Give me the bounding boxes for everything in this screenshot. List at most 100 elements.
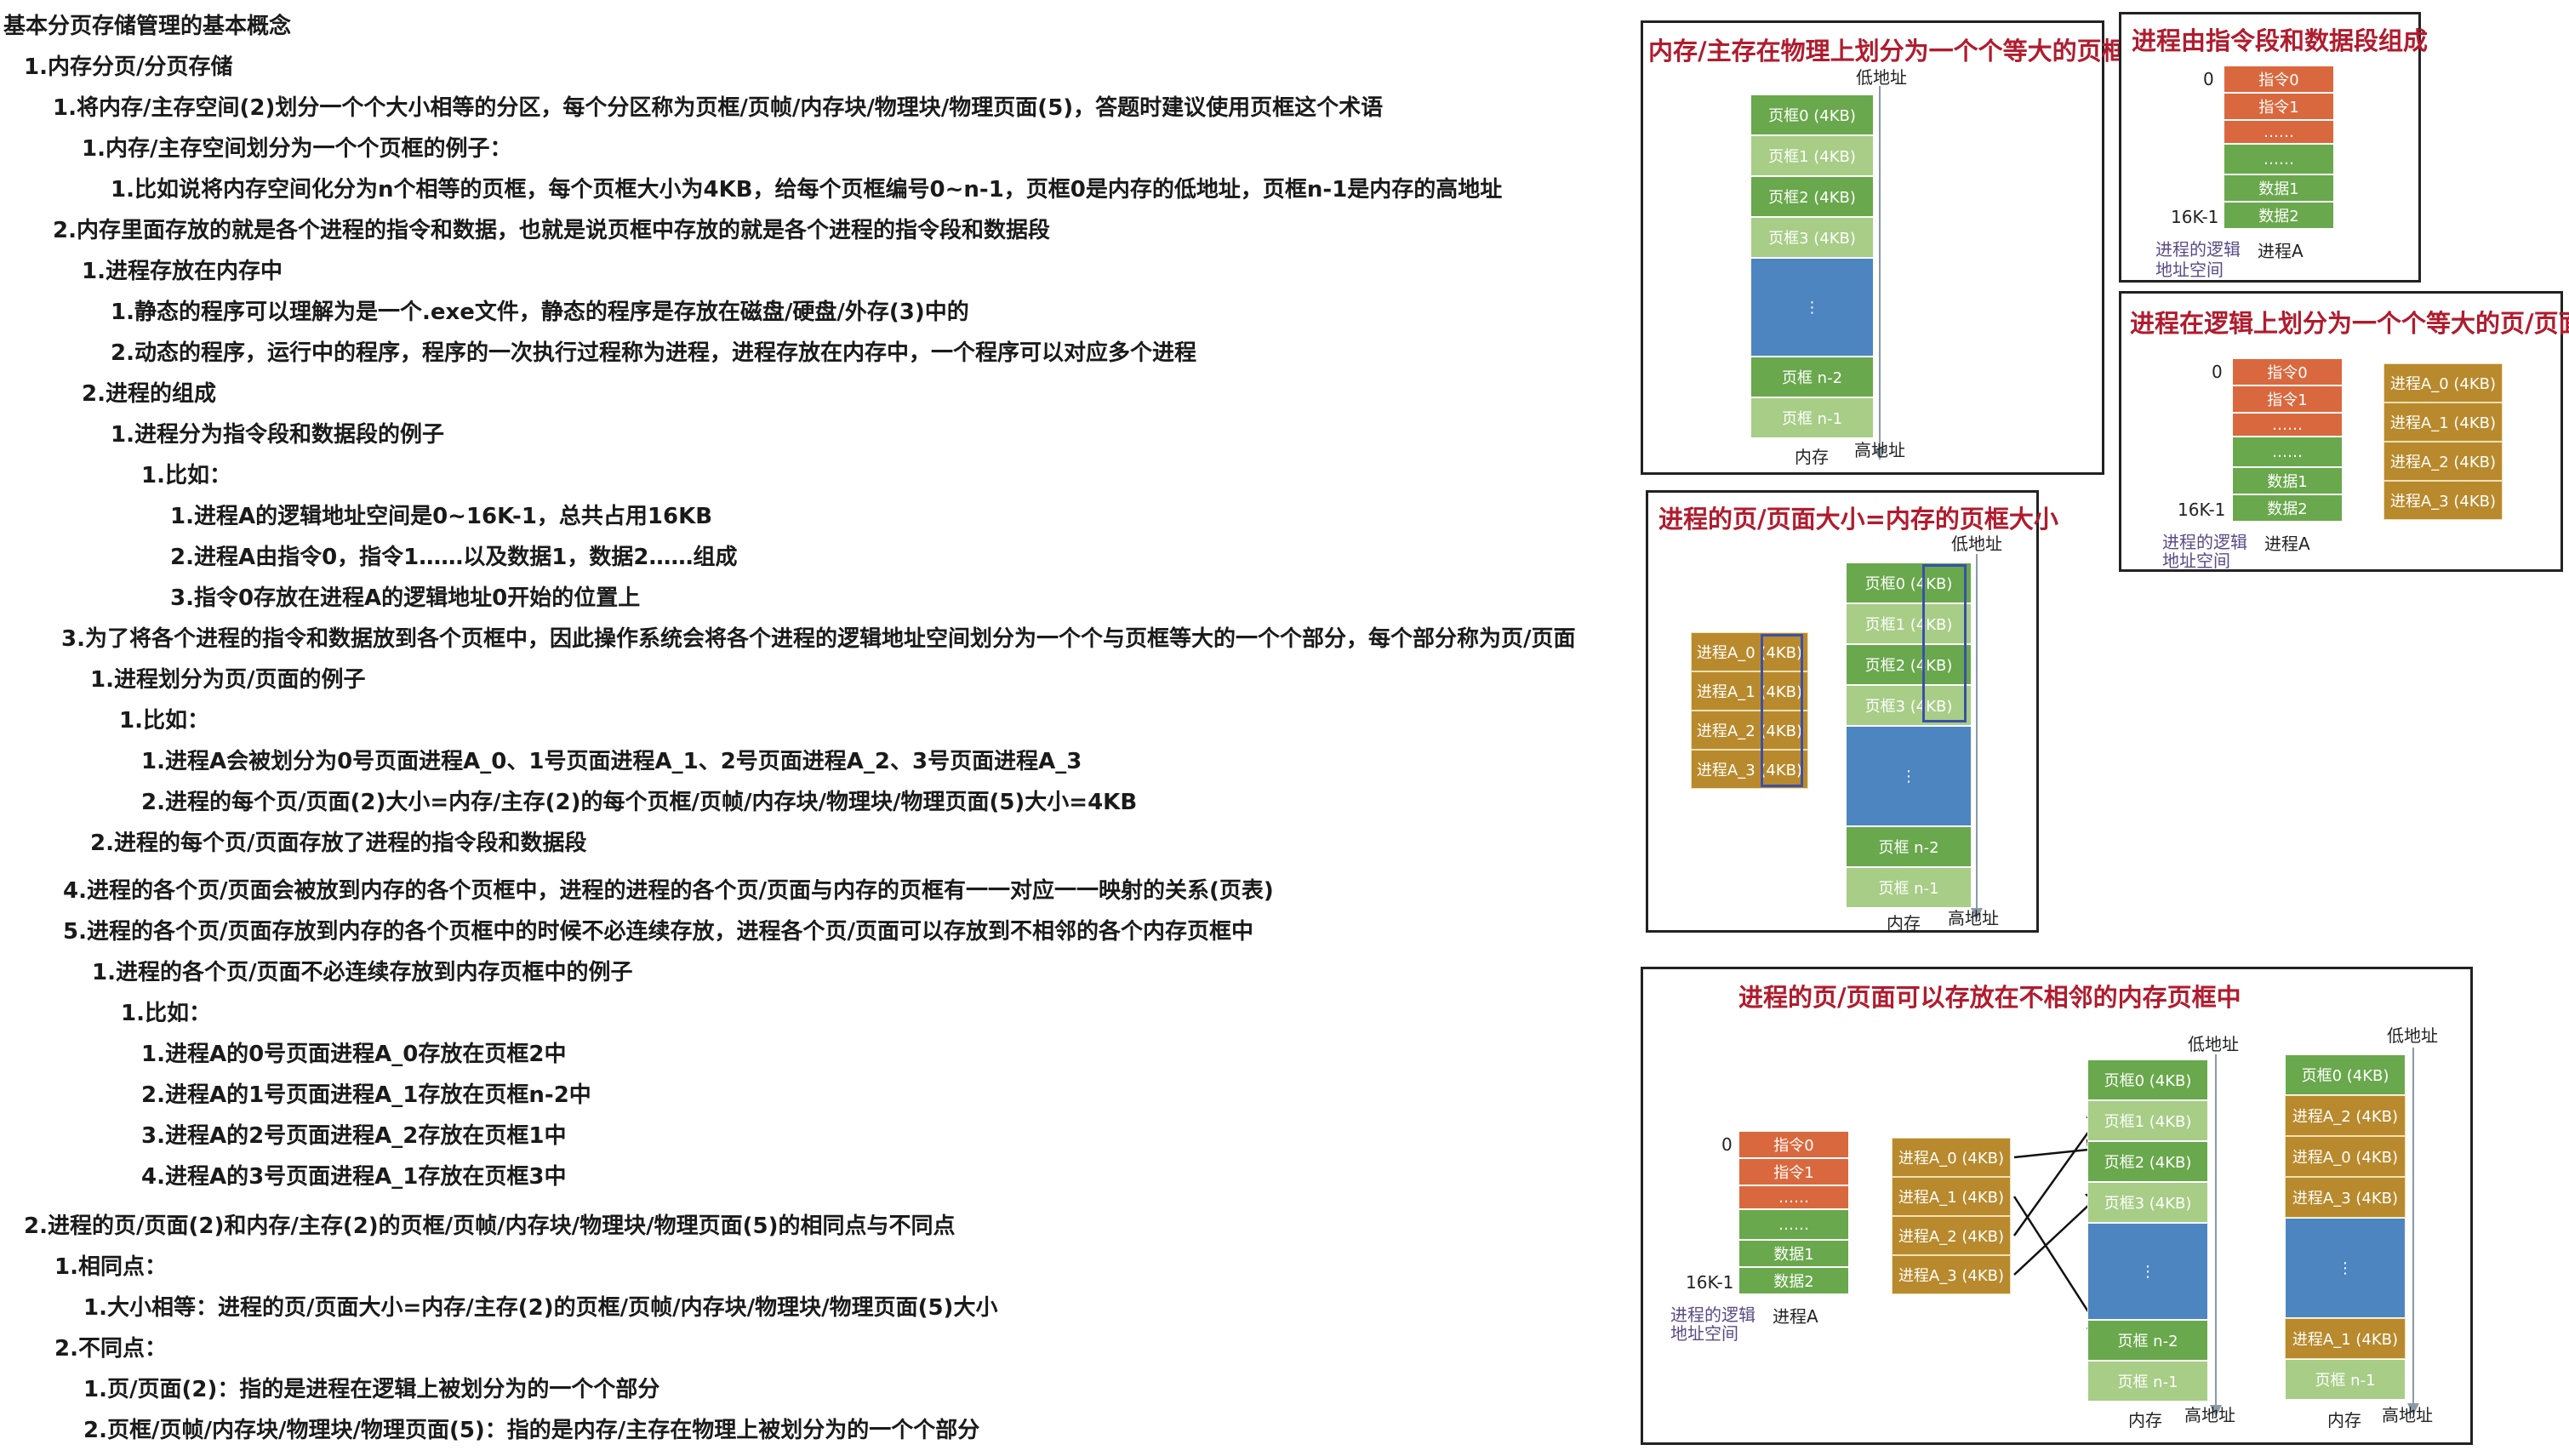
low-address-label: 低地址 <box>2188 1034 2239 1054</box>
free-frames-gap: ⋮ <box>1750 258 1874 357</box>
outline-title: 基本分页存储管理的基本概念 <box>3 14 292 39</box>
logical-space-caption: 进程的逻辑 <box>2162 532 2247 552</box>
outline-item: 1.进程分为指令段和数据段的例子 <box>111 422 444 448</box>
arrow-down-icon <box>1971 908 1983 920</box>
page-cell: 进程A_3 (4KB) <box>1892 1255 2011 1294</box>
outline-item: 1.进程A的逻辑地址空间是0~16K-1，总共占用16KB <box>170 504 713 529</box>
address-axis <box>2412 1048 2414 1405</box>
high-address-label: 高地址 <box>1948 908 1999 928</box>
arrow-down-icon <box>2407 1403 2419 1415</box>
instruction-cell: 指令1 <box>2232 385 2343 413</box>
instruction-cell: …… <box>2224 120 2334 144</box>
outline-item: 1.内存分页/分页存储 <box>24 54 233 80</box>
frame-cell: 页框3 (4KB) <box>2087 1182 2208 1223</box>
outline-item: 2.进程A的1号页面进程A_1存放在页框n-2中 <box>141 1082 591 1108</box>
instruction-cell: 指令0 <box>1738 1131 1849 1158</box>
free-frames-gap: ⋮ <box>2285 1218 2406 1318</box>
outline-item: 5.进程的各个页/页面存放到内存的各个页框中的时候不必连续存放，进程各个页/页面… <box>63 919 1253 945</box>
outline-item: 2.动态的程序，运行中的程序，程序的一次执行过程称为进程，进程存放在内存中，一个… <box>111 340 1196 366</box>
outline-item: 3.进程A的2号页面进程A_2存放在页框1中 <box>141 1123 567 1149</box>
outline-item: 3.为了将各个进程的指令和数据放到各个页框中，因此操作系统会将各个进程的逻辑地址… <box>61 626 1576 652</box>
outline-item: 1.进程的各个页/页面不必连续存放到内存页框中的例子 <box>92 960 633 985</box>
process-label: 进程A <box>2258 241 2304 261</box>
memory-label: 内存 <box>2327 1410 2361 1430</box>
outline-item: 2.进程A由指令0，指令1……以及数据1，数据2……组成 <box>170 545 738 570</box>
frame-cell: 页框 n-2 <box>1750 357 1874 397</box>
logical-space-caption: 地址空间 <box>1670 1323 1738 1344</box>
outline-item: 4.进程A的3号页面进程A_1存放在页框3中 <box>141 1164 567 1190</box>
frame-cell: 页框 n-2 <box>1846 826 1972 867</box>
high-address-label: 高地址 <box>1854 440 1905 460</box>
instruction-cell: 指令1 <box>2224 93 2334 120</box>
frame-cell: 页框 n-1 <box>2087 1361 2208 1402</box>
address-end-label: 16K-1 <box>2178 500 2226 520</box>
panel-title: 进程的页/页面可以存放在不相邻的内存页框中 <box>1738 983 2241 1012</box>
data-cell: 数据1 <box>1738 1240 1849 1267</box>
concept-outline: 基本分页存储管理的基本概念 1.内存分页/分页存储 1.将内存/主存空间(2)划… <box>3 14 1576 1443</box>
instruction-cell: 指令0 <box>2224 66 2334 93</box>
page-cell: 进程A_2 (4KB) <box>2383 442 2503 481</box>
frame-cell: 页框1 (4KB) <box>1750 135 1874 176</box>
frame-cell: 页框 n-2 <box>2087 1320 2208 1361</box>
logical-space-caption: 地址空间 <box>2155 260 2224 280</box>
frame-cell: 页框 n-1 <box>1846 867 1972 908</box>
instruction-cell: 指令0 <box>2232 358 2343 385</box>
frame-cell: 页框3 (4KB) <box>1750 217 1874 258</box>
memory-label: 内存 <box>1795 447 1829 467</box>
logical-space-caption: 进程的逻辑 <box>2155 239 2241 260</box>
address-zero-label: 0 <box>2203 69 2214 89</box>
outline-item: 1.进程存放在内存中 <box>82 259 283 284</box>
frame-cell: 页框 n-1 <box>1750 397 1874 438</box>
page-cell: 进程A_0 (4KB) <box>1892 1138 2011 1177</box>
panel-title: 进程的页/页面大小=内存的页框大小 <box>1658 505 2058 534</box>
outline-item: 3.指令0存放在进程A的逻辑地址0开始的位置上 <box>170 585 641 611</box>
low-address-label: 低地址 <box>2387 1025 2438 1046</box>
data-cell: 数据2 <box>1738 1267 1849 1294</box>
arrow-down-icon <box>2210 1405 2222 1417</box>
logical-space-caption: 地址空间 <box>2162 551 2230 571</box>
data-cell: …… <box>2224 144 2334 174</box>
address-end-label: 16K-1 <box>2171 207 2219 227</box>
outline-item: 2.进程的每个页/页面(2)大小=内存/主存(2)的每个页框/页帧/内存块/物理… <box>141 790 1138 815</box>
outline-item: 1.比如说将内存空间化分为n个相等的页框，每个页框大小为4KB，给每个页框编号0… <box>111 177 1503 203</box>
panel-title: 进程在逻辑上划分为一个个等大的页/页面 <box>2130 309 2569 338</box>
data-cell: 数据2 <box>2232 494 2343 522</box>
memory-label: 内存 <box>2128 1410 2162 1430</box>
page-cell: 进程A_2 (4KB) <box>1892 1216 2011 1255</box>
address-zero-label: 0 <box>1721 1134 1733 1155</box>
process-label: 进程A <box>1773 1306 1818 1327</box>
page-cell: 进程A_0 (4KB) <box>2383 363 2503 403</box>
page-equals-frame-panel: 进程的页/页面大小=内存的页框大小 低地址 进程A_0 (4KB) 进程A_1 … <box>1646 490 2058 934</box>
outline-item: 2.内存里面存放的就是各个进程的指令和数据，也就是说页框中存放的就是各个进程的指… <box>53 218 1050 243</box>
frame-cell: 页框0 (4KB) <box>2087 1059 2208 1100</box>
page-cell: 进程A_1 (4KB) <box>1892 1177 2011 1216</box>
outline-item: 2.页框/页帧/内存块/物理块/物理页面(5)：指的是内存/主存在物理上被划分为… <box>83 1418 980 1443</box>
page-size-highlight <box>1761 634 1803 787</box>
data-cell: 数据1 <box>2224 174 2334 202</box>
instruction-cell: …… <box>1738 1185 1849 1209</box>
page-in-frame-cell: 进程A_3 (4KB) <box>2285 1177 2406 1218</box>
outline-item: 2.不同点： <box>54 1336 167 1362</box>
outline-item: 1.进程划分为页/页面的例子 <box>90 667 366 693</box>
outline-item: 1.比如： <box>141 463 231 488</box>
page-cell: 进程A_3 (4KB) <box>2383 481 2503 520</box>
frame-cell: 页框1 (4KB) <box>2087 1100 2208 1141</box>
data-cell: 数据1 <box>2232 467 2343 494</box>
frame-cell: 页框2 (4KB) <box>2087 1141 2208 1182</box>
logical-space-caption: 进程的逻辑 <box>1670 1305 1755 1325</box>
outline-item: 1.大小相等：进程的页/页面大小=内存/主存(2)的页框/页帧/内存块/物理块/… <box>83 1295 998 1321</box>
page-cell: 进程A_2 (4KB) <box>1691 711 1808 750</box>
instruction-cell: 指令1 <box>1738 1158 1849 1185</box>
low-address-label: 低地址 <box>1951 534 2002 554</box>
memory-frames-panel: 内存/主存在物理上划分为一个个等大的页框 低地址 页框0 (4KB) 页框1 (… <box>1641 20 2127 475</box>
address-end-label: 16K-1 <box>1686 1272 1734 1293</box>
data-cell: …… <box>1738 1209 1849 1240</box>
instruction-cell: …… <box>2232 413 2343 437</box>
data-cell: …… <box>2232 437 2343 467</box>
panel-title: 进程由指令段和数据段组成 <box>2132 26 2429 55</box>
high-address-label: 高地址 <box>2184 1405 2235 1425</box>
outline-item: 2.进程的页/页面(2)和内存/主存(2)的页框/页帧/内存块/物理块/物理页面… <box>24 1213 956 1239</box>
process-label: 进程A <box>2264 534 2310 554</box>
page-in-frame-cell: 进程A_1 (4KB) <box>2285 1318 2406 1359</box>
outline-item: 1.页/页面(2)：指的是进程在逻辑上被划分为的一个个部分 <box>83 1377 660 1402</box>
